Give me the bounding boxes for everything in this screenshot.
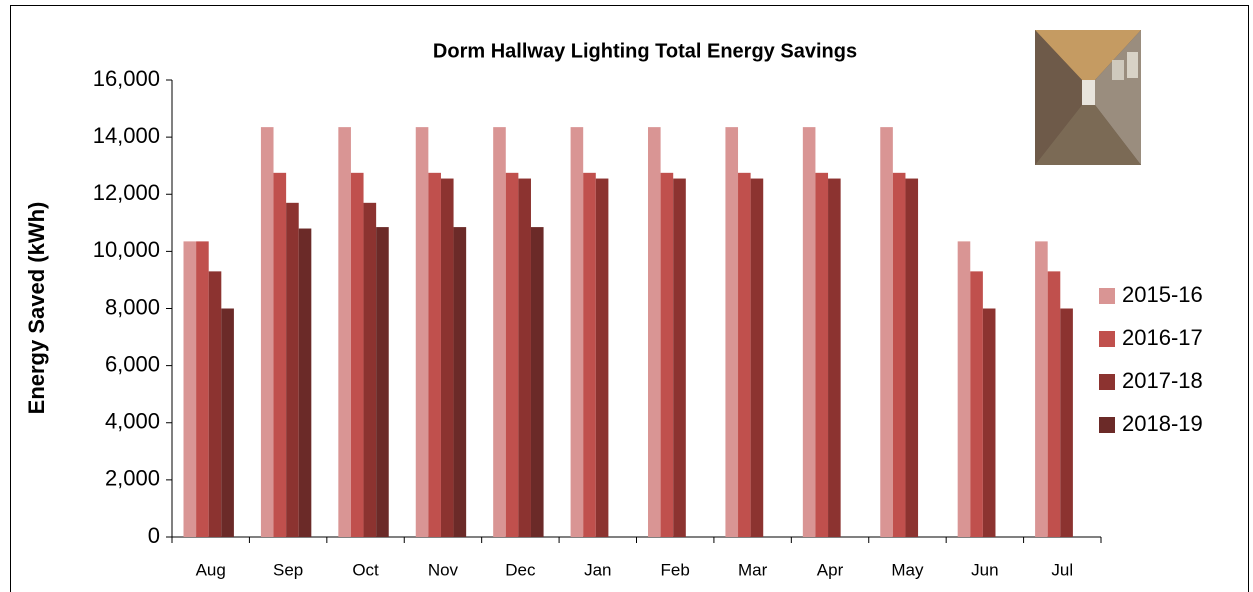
bar — [493, 127, 506, 537]
bar — [1035, 241, 1048, 537]
y-tick-label: 12,000 — [93, 180, 160, 205]
bar — [416, 127, 429, 537]
bar — [196, 241, 209, 537]
y-tick-label: 6,000 — [105, 351, 160, 376]
x-tick-label: Feb — [661, 560, 690, 579]
bar — [364, 203, 377, 537]
bar — [286, 203, 299, 537]
bar — [221, 309, 234, 538]
x-tick-label: Oct — [352, 560, 379, 579]
x-tick-label: Nov — [428, 560, 459, 579]
legend-label: 2016-17 — [1122, 325, 1203, 350]
bar — [725, 127, 738, 537]
chart-title: Dorm Hallway Lighting Total Energy Savin… — [433, 40, 857, 62]
bar — [518, 179, 531, 537]
x-tick-label: Jul — [1051, 560, 1073, 579]
bar — [261, 127, 274, 537]
x-tick-label: Jan — [584, 560, 611, 579]
bar — [428, 173, 441, 537]
bar — [673, 179, 686, 537]
bar — [815, 173, 828, 537]
bar — [299, 229, 312, 537]
legend-swatch — [1099, 374, 1115, 390]
bar — [596, 179, 609, 537]
x-tick-label: Dec — [505, 560, 536, 579]
bar — [184, 241, 197, 537]
bar — [209, 271, 222, 537]
bar — [661, 173, 674, 537]
x-tick-label: Aug — [196, 560, 226, 579]
x-tick-label: Apr — [817, 560, 844, 579]
bar — [454, 227, 467, 537]
y-tick-label: 4,000 — [105, 409, 160, 434]
bar — [648, 127, 661, 537]
bar — [338, 127, 351, 537]
bar — [441, 179, 454, 537]
y-tick-label: 2,000 — [105, 466, 160, 491]
bar — [531, 227, 544, 537]
y-axis-label: Energy Saved (kWh) — [24, 202, 49, 415]
bar — [376, 227, 389, 537]
bar — [506, 173, 519, 537]
bar — [1060, 309, 1073, 538]
bar — [970, 271, 983, 537]
legend-label: 2018-19 — [1122, 411, 1203, 436]
y-tick-label: 8,000 — [105, 294, 160, 319]
x-tick-label: Mar — [738, 560, 768, 579]
bar — [751, 179, 764, 537]
x-tick-label: May — [891, 560, 924, 579]
y-tick-label: 0 — [148, 523, 160, 548]
bar — [828, 179, 841, 537]
bar — [571, 127, 584, 537]
chart: Dorm Hallway Lighting Total Energy Savin… — [0, 0, 1253, 592]
legend-label: 2017-18 — [1122, 368, 1203, 393]
y-tick-label: 16,000 — [93, 66, 160, 91]
y-tick-label: 14,000 — [93, 123, 160, 148]
legend-swatch — [1099, 288, 1115, 304]
hallway-photo — [1035, 30, 1141, 165]
bar — [905, 179, 918, 537]
y-tick-label: 10,000 — [93, 237, 160, 262]
bar — [274, 173, 287, 537]
legend-swatch — [1099, 417, 1115, 433]
bar — [893, 173, 906, 537]
x-tick-label: Jun — [971, 560, 998, 579]
bar — [1048, 271, 1061, 537]
bar — [983, 309, 996, 538]
bar — [958, 241, 971, 537]
bar — [803, 127, 816, 537]
legend-label: 2015-16 — [1122, 282, 1203, 307]
bar — [351, 173, 364, 537]
bar — [738, 173, 751, 537]
legend-swatch — [1099, 331, 1115, 347]
x-tick-label: Sep — [273, 560, 303, 579]
bar — [583, 173, 596, 537]
bar — [880, 127, 893, 537]
